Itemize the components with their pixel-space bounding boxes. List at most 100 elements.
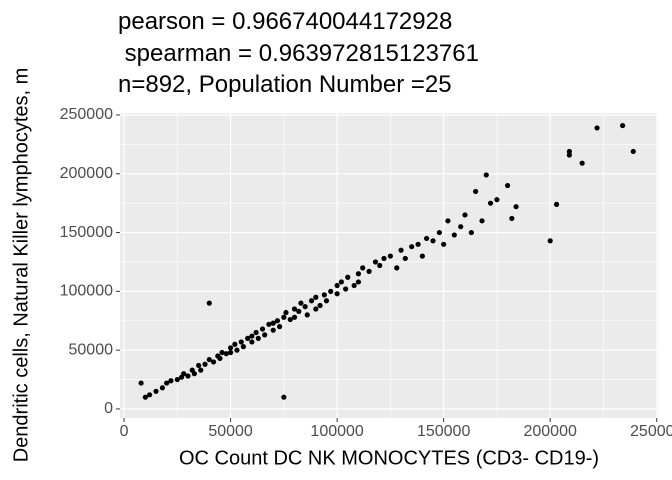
point: [234, 347, 240, 353]
point: [206, 300, 212, 306]
point: [308, 298, 315, 304]
x-tick-label: 250000: [630, 423, 672, 440]
point: [338, 279, 344, 285]
point: [287, 316, 293, 323]
point: [630, 148, 636, 155]
point: [334, 291, 340, 297]
point: [372, 259, 379, 265]
point: [238, 339, 244, 345]
point: [196, 362, 202, 369]
point: [424, 235, 430, 242]
point: [142, 394, 148, 400]
point: [174, 376, 180, 383]
point: [262, 332, 268, 338]
point: [223, 351, 229, 357]
y-tick-label: 150000: [60, 224, 113, 241]
point: [227, 345, 234, 351]
point: [509, 215, 515, 222]
point: [468, 229, 474, 236]
point: [504, 182, 511, 189]
point: [164, 380, 170, 386]
point: [147, 392, 153, 398]
chart-title: pearson = 0.966740044172928 spearman = 0…: [118, 8, 479, 98]
point: [259, 326, 266, 332]
point: [249, 339, 255, 345]
point: [473, 188, 479, 195]
point: [202, 361, 208, 367]
point: [415, 241, 421, 247]
point: [458, 224, 464, 230]
point: [620, 122, 626, 129]
point: [377, 262, 383, 269]
x-tick-label: 200000: [523, 423, 576, 440]
point: [345, 274, 351, 280]
point: [138, 380, 144, 386]
x-axis-label: OC Count DC NK MONOCYTES (CD3- CD19-): [179, 447, 599, 469]
point: [185, 373, 191, 379]
point: [553, 201, 560, 207]
point: [210, 359, 217, 365]
point: [296, 308, 302, 314]
point: [266, 321, 272, 327]
point: [451, 232, 457, 238]
point: [566, 152, 572, 158]
y-tick-label: 250000: [60, 106, 113, 123]
point: [245, 335, 251, 341]
point: [351, 282, 357, 289]
point: [255, 335, 261, 341]
point: [304, 312, 310, 318]
point: [334, 282, 340, 289]
point: [360, 265, 366, 271]
point: [394, 265, 400, 271]
point: [270, 320, 276, 326]
point: [253, 329, 259, 336]
point: [479, 218, 485, 224]
point: [274, 318, 281, 324]
point: [328, 288, 334, 294]
point: [343, 286, 349, 292]
x-tick-label: 50000: [208, 423, 253, 440]
point: [321, 292, 327, 298]
point: [291, 314, 298, 320]
point: [302, 304, 308, 310]
point: [270, 327, 276, 333]
x-tick-label: 0: [120, 423, 129, 440]
point: [240, 344, 246, 350]
y-tick-label: 0: [104, 400, 113, 417]
point: [298, 300, 304, 306]
point: [281, 314, 287, 320]
point: [206, 356, 212, 363]
point: [276, 324, 283, 330]
point: [168, 378, 174, 384]
point: [283, 309, 289, 316]
point: [249, 333, 255, 339]
point: [402, 255, 408, 262]
point: [323, 298, 330, 304]
point: [198, 367, 204, 373]
point: [227, 349, 234, 356]
point: [313, 294, 319, 300]
point: [398, 247, 404, 253]
point: [445, 218, 451, 224]
point: [317, 302, 323, 309]
point: [547, 238, 553, 244]
x-tick-label: 150000: [417, 423, 470, 440]
point: [191, 371, 197, 377]
point: [219, 349, 225, 356]
point: [366, 268, 372, 274]
x-tick-label: 100000: [310, 423, 363, 440]
point: [436, 229, 442, 236]
point: [181, 371, 187, 377]
point: [513, 204, 519, 210]
point: [483, 172, 489, 178]
point: [153, 388, 159, 394]
point: [281, 394, 287, 400]
point: [313, 306, 319, 312]
point: [494, 197, 500, 203]
point: [387, 253, 393, 259]
point: [430, 238, 436, 244]
point: [217, 355, 223, 361]
y-axis-label: Dendritic cells, Natural Killer lymphocy…: [10, 68, 32, 463]
point: [291, 306, 298, 312]
